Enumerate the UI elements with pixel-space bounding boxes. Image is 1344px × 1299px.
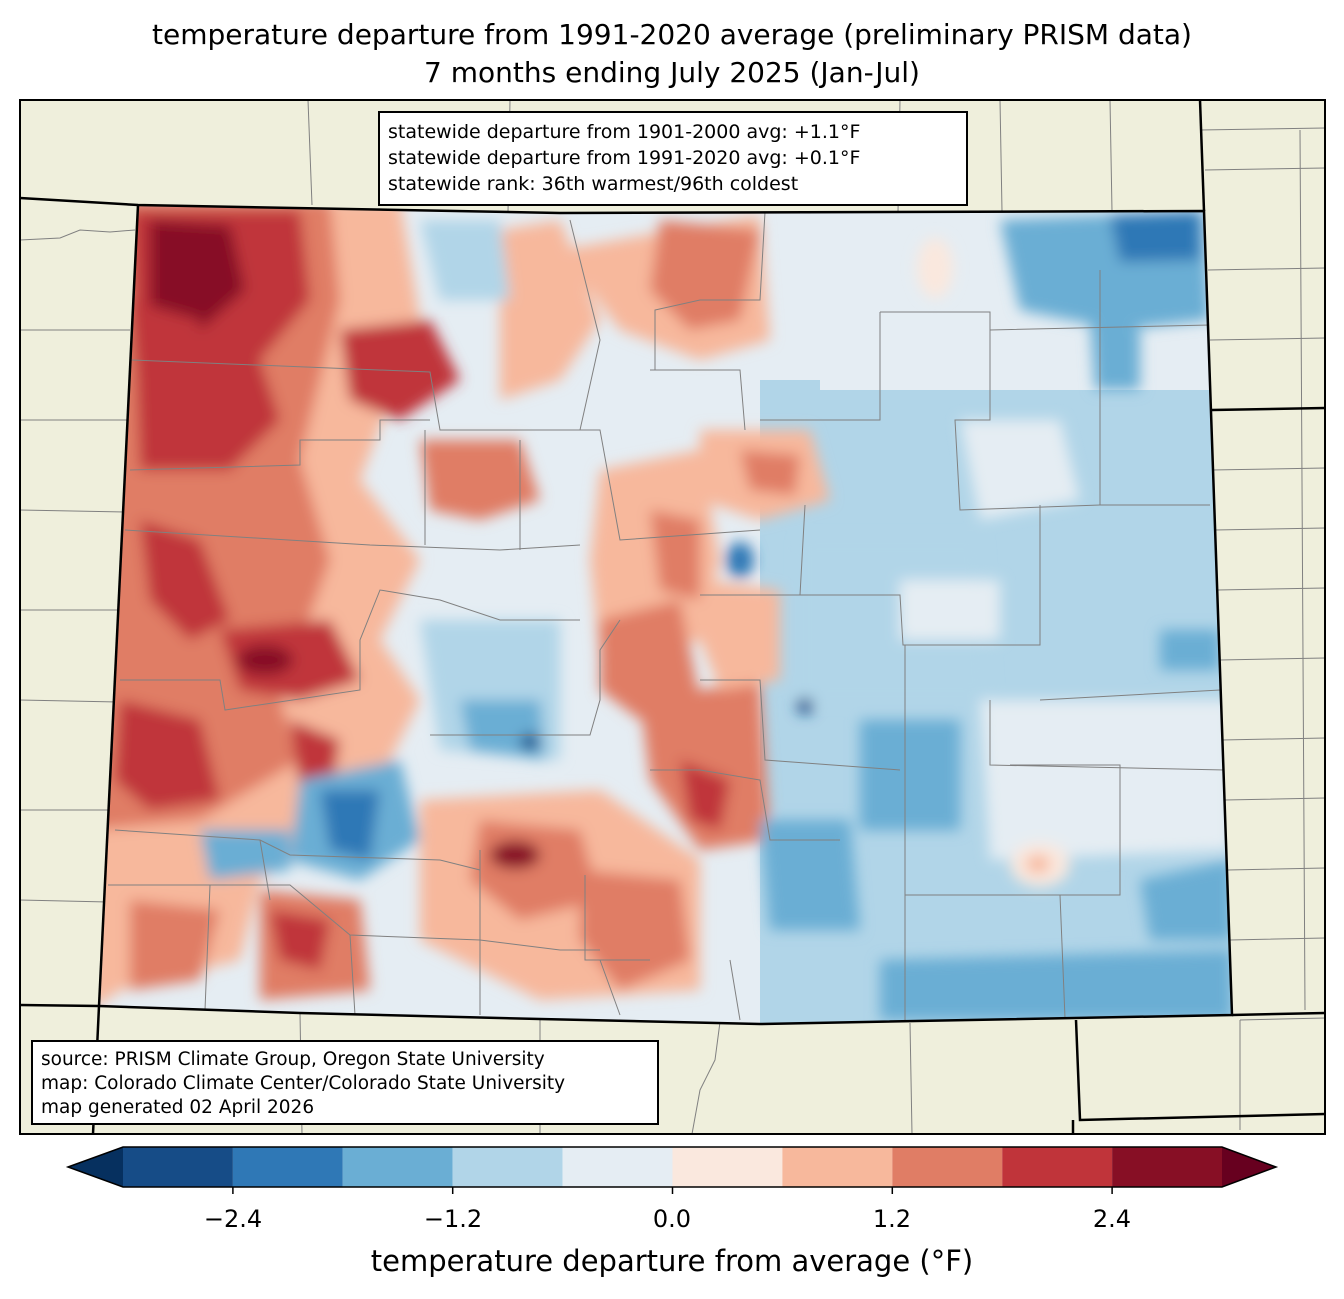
map-credit-line: map: Colorado Climate Center/Colorado St… (41, 1073, 566, 1094)
generated-date-line: map generated 02 April 2026 (41, 1097, 315, 1118)
colorbar-bin (562, 1147, 673, 1187)
colorbar-bin (232, 1147, 343, 1187)
colorbar-bin (782, 1147, 893, 1187)
colorbar-tick-label: −1.2 (423, 1205, 483, 1233)
statewide-stats-box: statewide departure from 1901-2000 avg: … (378, 111, 968, 206)
temperature-field (99, 205, 1232, 1024)
stats-rank: statewide rank: 36th warmest/96th coldes… (388, 173, 799, 195)
colorbar-tick-label: −2.4 (203, 1205, 263, 1233)
stats-departure-1991-2020: statewide departure from 1991-2020 avg: … (388, 147, 861, 169)
colorbar-bin (123, 1147, 233, 1187)
colorbar-extend-low (68, 1147, 123, 1187)
colorbar-tick-label: 1.2 (872, 1205, 912, 1233)
colorbar (65, 1146, 1279, 1194)
colorbar-bin (342, 1147, 453, 1187)
colorbar-tick-label: 2.4 (1092, 1205, 1132, 1233)
colorbar-tick-label: 0.0 (652, 1205, 692, 1233)
colorbar-title: temperature departure from average (°F) (370, 1244, 974, 1278)
colorbar-bin (452, 1147, 563, 1187)
map-title-line-2: 7 months ending July 2025 (Jan-Jul) (424, 56, 920, 89)
colorbar-bin (892, 1147, 1003, 1187)
source-box: source: PRISM Climate Group, Oregon Stat… (31, 1040, 659, 1125)
colorbar-bin (1002, 1147, 1113, 1187)
county-lines (108, 211, 1226, 1021)
colorbar-extend-high (1222, 1147, 1276, 1187)
map-title-line-1: temperature departure from 1991-2020 ave… (152, 18, 1192, 51)
colorbar-outline (65, 1146, 1279, 1188)
colorbar-bin (672, 1147, 783, 1187)
source-line: source: PRISM Climate Group, Oregon Stat… (41, 1049, 545, 1070)
stats-departure-1901-2000: statewide departure from 1901-2000 avg: … (388, 121, 861, 143)
map-frame (19, 99, 1326, 1135)
colorbar-bin (1112, 1147, 1222, 1187)
